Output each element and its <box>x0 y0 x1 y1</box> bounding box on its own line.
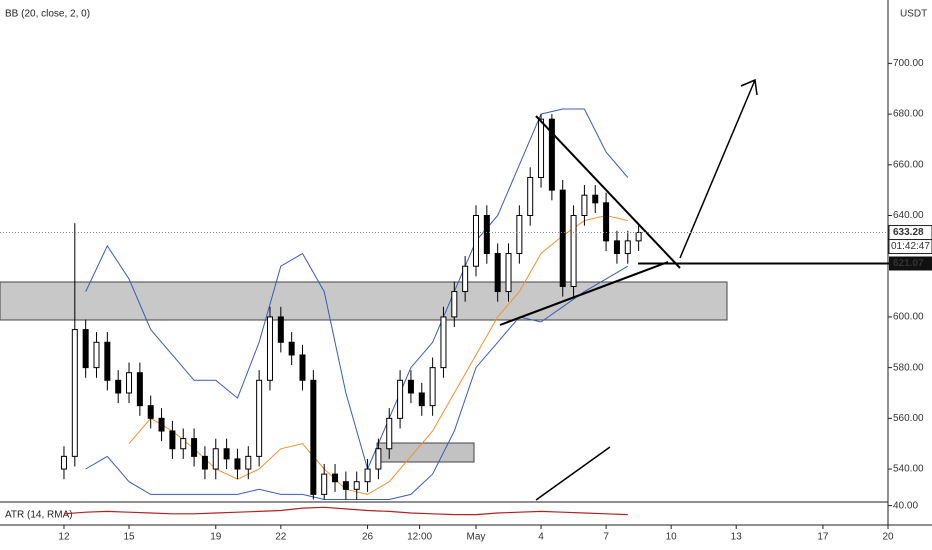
candle-body <box>332 473 339 483</box>
x-tick-label: 17 <box>817 532 829 543</box>
candle-body <box>429 367 436 407</box>
candle-body <box>147 405 154 419</box>
candle-body <box>462 265 469 293</box>
zone-box <box>0 281 728 321</box>
y-tick-label: 680.00 <box>893 109 924 120</box>
candle-body <box>516 215 523 255</box>
candle-body <box>71 329 78 457</box>
candle-body <box>82 329 89 369</box>
candle-body <box>603 202 610 242</box>
x-tick-label: 13 <box>731 532 743 543</box>
candle-body <box>440 316 447 369</box>
x-tick-label: 12 <box>58 532 70 543</box>
candle-body <box>93 341 100 369</box>
candle-body <box>299 354 306 381</box>
candle-body <box>548 118 555 191</box>
candle-body <box>201 455 208 470</box>
candle-body <box>353 481 360 490</box>
candle-body <box>180 438 187 450</box>
last-price-label: 633.28 <box>893 227 924 238</box>
candle-body <box>407 379 414 394</box>
candle-body <box>169 430 176 450</box>
y-tick-label: 580.00 <box>893 362 924 373</box>
drawings <box>499 78 758 501</box>
candle-body <box>256 379 263 457</box>
currency-label: USDT <box>900 9 927 20</box>
candle-body <box>126 372 133 394</box>
candle-body <box>592 194 599 204</box>
indicator-line <box>85 108 629 471</box>
candle-body <box>570 215 577 287</box>
candle-body <box>494 253 501 293</box>
indicator-line <box>128 214 628 495</box>
candle-body <box>472 215 479 267</box>
y-tick-label: 560.00 <box>893 413 924 424</box>
candle-body <box>342 481 349 490</box>
x-tick-label: 20 <box>882 532 894 543</box>
candle-body <box>60 455 67 470</box>
x-tick-label: 26 <box>362 532 374 543</box>
candle-body <box>115 379 122 394</box>
y-tick-label: 700.00 <box>893 58 924 69</box>
countdown-label: 01:42:47 <box>891 241 930 252</box>
candle-body <box>364 468 371 483</box>
level-label: 621.07 <box>893 258 924 269</box>
y-tick-label: 600.00 <box>893 312 924 323</box>
candle-body <box>624 240 631 255</box>
atr-line <box>63 506 628 516</box>
candle-body <box>104 341 111 381</box>
candle-body <box>559 189 566 287</box>
x-tick-label: 7 <box>603 532 609 543</box>
candle-body <box>635 232 642 242</box>
x-tick-label: 4 <box>538 532 544 543</box>
x-tick-label: 10 <box>666 532 678 543</box>
candle-body <box>527 176 534 217</box>
candle-body <box>451 291 458 318</box>
y-tick-label: 660.00 <box>893 159 924 170</box>
countdown-tag <box>888 239 932 255</box>
x-tick-label: May <box>467 532 486 543</box>
x-tick-label: 15 <box>123 532 135 543</box>
candle-body <box>191 438 198 457</box>
indicator-line <box>85 265 629 500</box>
candle-body <box>321 473 328 495</box>
y-tick-label: 540.00 <box>893 464 924 475</box>
candle-body <box>234 458 241 470</box>
indicator-label: BB (20, close, 2, 0) <box>5 9 90 20</box>
candle-body <box>505 253 512 293</box>
y-tick-label: 640.00 <box>893 210 924 221</box>
candle-body <box>613 240 620 255</box>
candle-body <box>386 417 393 450</box>
candle-body <box>158 417 165 432</box>
candle-body <box>212 448 219 470</box>
candle-body <box>136 372 143 407</box>
candle-body <box>483 215 490 255</box>
candle-body <box>277 316 284 343</box>
atr-label: ATR (14, RMA) <box>5 510 73 521</box>
level-tag <box>889 256 932 271</box>
candle-body <box>538 118 545 178</box>
x-tick-label: 12:00 <box>407 532 432 543</box>
candle-body <box>397 379 404 419</box>
candle-body <box>310 379 317 495</box>
candle-body <box>266 316 273 381</box>
plot <box>60 108 642 500</box>
candle-body <box>418 392 425 407</box>
candle-body <box>223 448 230 460</box>
atr-tick-label: 40.00 <box>893 500 918 511</box>
candle-body <box>375 448 382 470</box>
candle-body <box>245 455 252 470</box>
x-tick-label: 19 <box>210 532 222 543</box>
candle-body <box>288 341 295 356</box>
candle-body <box>581 194 588 217</box>
x-tick-label: 22 <box>275 532 287 543</box>
